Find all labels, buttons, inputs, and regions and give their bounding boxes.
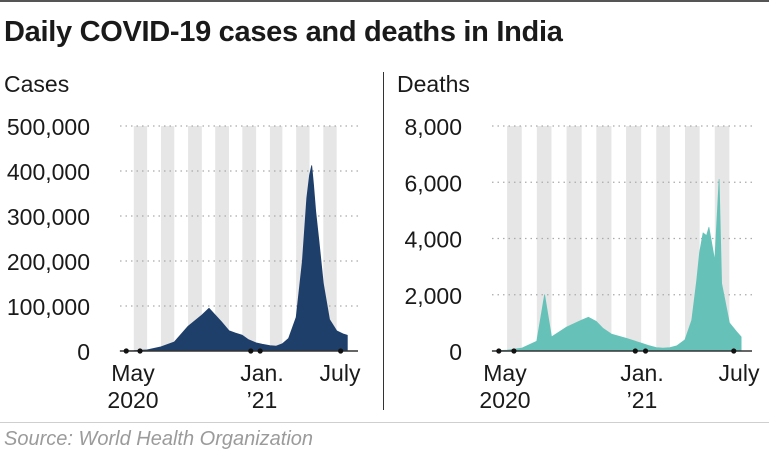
y-tick-label: 2,000 [404, 283, 462, 309]
month-band [242, 126, 257, 351]
x-tick-dot [123, 348, 129, 354]
y-tick-label: 100,000 [7, 294, 90, 320]
month-band [323, 126, 337, 351]
bottom-rule [0, 422, 769, 423]
month-band [626, 126, 642, 351]
panel-title: Cases [4, 71, 69, 97]
month-band [596, 126, 612, 351]
y-tick-label: 500,000 [7, 114, 90, 140]
cases-area [119, 165, 348, 352]
x-tick-dot [137, 348, 143, 354]
x-tick-dot [257, 348, 263, 354]
y-tick-label: 300,000 [7, 204, 90, 230]
x-tick-label: May 2020 [107, 360, 158, 413]
y-tick-label: 0 [77, 339, 90, 365]
charts-svg: Cases 0 100,000 200,000 300,000 400,000 500,00… [4, 71, 760, 413]
x-tick-dot [248, 348, 254, 354]
deaths-area [491, 179, 742, 352]
y-tick-label: 0 [449, 339, 462, 365]
chart-title: Daily COVID-19 cases and deaths in India [4, 16, 563, 48]
x-tick-label: July [320, 360, 361, 386]
x-tick-dot [338, 348, 344, 354]
panel-title: Deaths [397, 71, 470, 97]
month-band [269, 126, 283, 351]
x-tick-dot [496, 348, 502, 354]
month-band [188, 126, 202, 351]
month-band [133, 126, 148, 351]
x-tick-label: May 2020 [479, 360, 530, 413]
x-tick-label: Jan. ’21 [240, 360, 283, 413]
cases-panel: Cases 0 100,000 200,000 300,000 400,000 500,00… [4, 71, 361, 413]
y-tick-label: 8,000 [404, 114, 462, 140]
deaths-panel: Deaths 0 2,000 4,000 6,000 8,000 May 2020 Jan. ’2… [397, 71, 760, 413]
y-tick-label: 4,000 [404, 227, 462, 253]
month-band [215, 126, 229, 351]
x-tick-dot [642, 348, 649, 354]
x-tick-dot [511, 348, 517, 354]
source-note: Source: World Health Organization [4, 428, 314, 450]
month-band [566, 126, 582, 351]
y-tick-label: 400,000 [7, 159, 90, 185]
x-tick-label: July [719, 360, 760, 386]
month-band [160, 126, 175, 351]
panel-divider [383, 72, 384, 410]
y-tick-label: 200,000 [7, 249, 90, 275]
y-tick-label: 6,000 [404, 170, 462, 196]
x-tick-dot [632, 348, 638, 354]
x-tick-dot [731, 348, 737, 354]
x-tick-label: Jan. ’21 [620, 360, 663, 413]
top-rule [0, 0, 769, 2]
